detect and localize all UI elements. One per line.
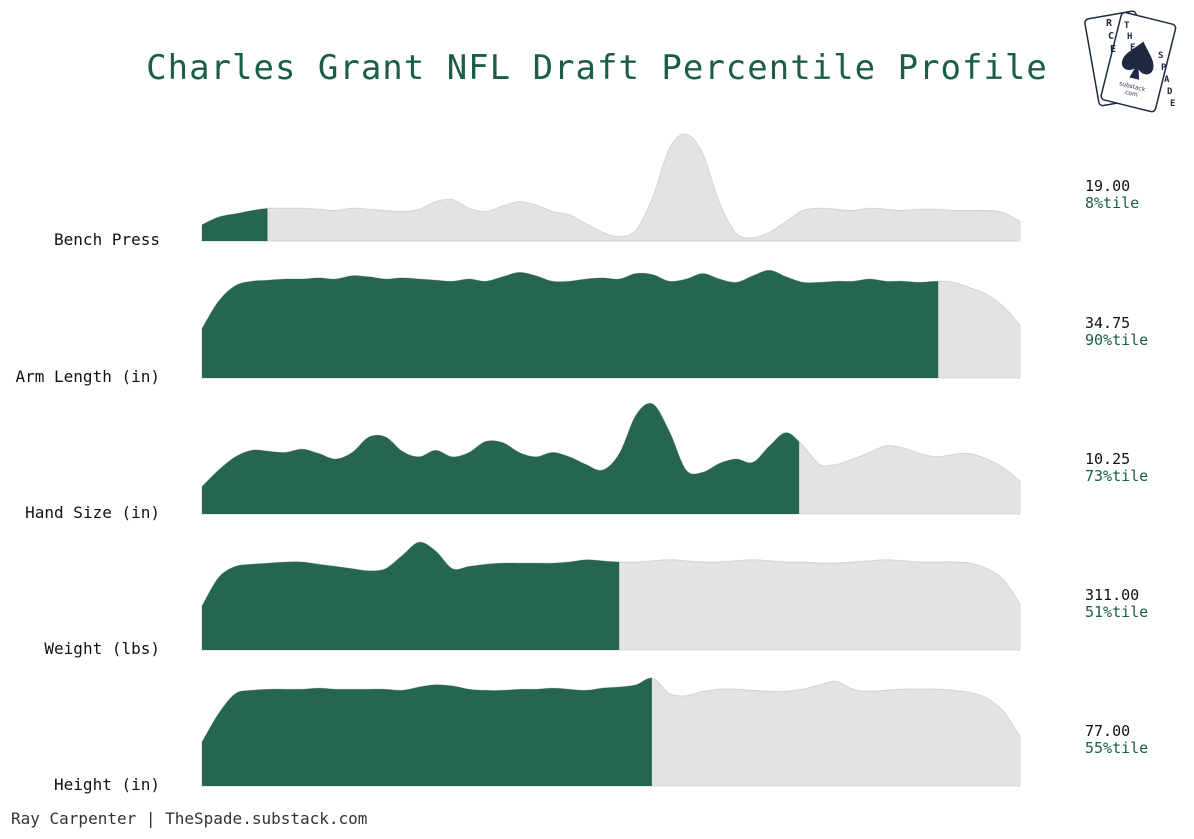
logo-letter: P (1161, 63, 1167, 73)
row-label: Weight (lbs) (44, 639, 160, 658)
logo-letter: E (1130, 43, 1135, 53)
value-label: 10.25 (1085, 450, 1130, 468)
percentile-fill (202, 677, 652, 786)
percentile-fill (202, 542, 620, 650)
logo-letter: E (1110, 44, 1116, 55)
logo-letter: H (1127, 32, 1132, 42)
row-label: Arm Length (in) (16, 367, 161, 386)
percentile-label: 90%tile (1085, 331, 1148, 349)
row-label: Height (in) (54, 775, 160, 794)
value-label: 34.75 (1085, 314, 1130, 332)
chart-title: Charles Grant NFL Draft Percentile Profi… (146, 48, 1048, 88)
value-label: 19.00 (1085, 177, 1130, 195)
percentile-label: 55%tile (1085, 739, 1148, 757)
logo-letter: C (1108, 31, 1114, 42)
value-label: 77.00 (1085, 722, 1130, 740)
row-label: Hand Size (in) (25, 503, 160, 522)
value-label: 311.00 (1085, 586, 1139, 604)
row-label: Bench Press (54, 230, 160, 249)
percentile-label: 51%tile (1085, 603, 1148, 621)
percentile-fill (202, 208, 268, 241)
percentile-label: 73%tile (1085, 467, 1148, 485)
percentile-fill (202, 270, 939, 378)
logo-letter: A (1164, 75, 1170, 85)
logo-letter: R (1106, 18, 1113, 29)
ridge-bench-press: Bench Press 19.008%tile (54, 133, 1139, 249)
logo-small-text-2: .com (1123, 88, 1139, 98)
logo-letter: D (1167, 87, 1173, 97)
spade-icon (1121, 41, 1154, 80)
footer-credit: Ray Carpenter | TheSpade.substack.com (11, 809, 368, 828)
logo-letter: S (1158, 51, 1163, 61)
density-area (201, 133, 1021, 242)
percentile-fill (202, 403, 800, 514)
percentile-label: 8%tile (1085, 194, 1139, 212)
logo-letter: T (1124, 21, 1130, 31)
logo-letter: E (1170, 99, 1175, 109)
